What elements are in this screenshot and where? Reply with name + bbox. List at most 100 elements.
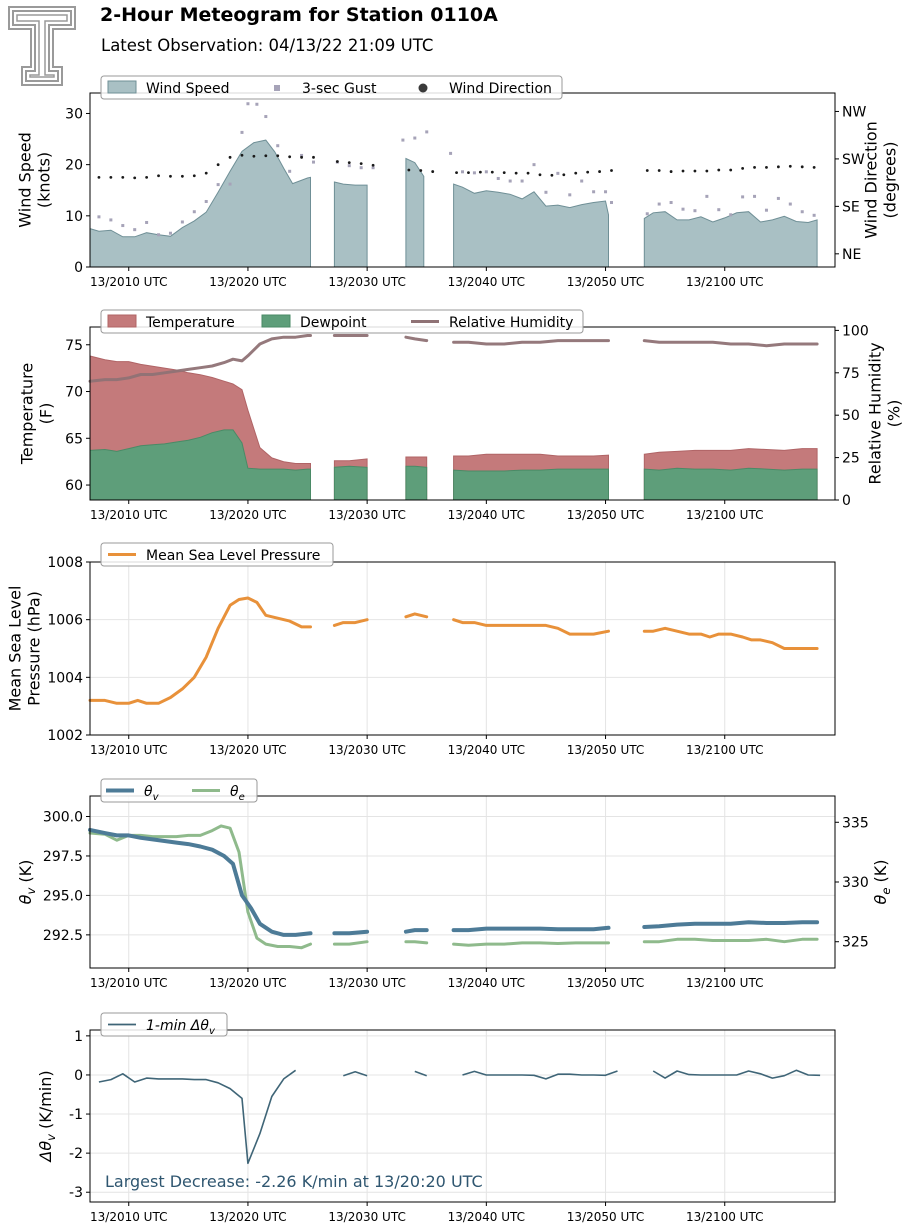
- y-tick-label: 1: [74, 1029, 83, 1045]
- y-tick-label: 65: [65, 431, 83, 447]
- y2-tick-label: SW: [842, 152, 865, 168]
- wind-direction-point: [431, 170, 435, 173]
- y-tick-label: 75: [65, 338, 83, 354]
- theta-v-line: [642, 920, 820, 929]
- gust-point: [812, 213, 816, 217]
- legend-swatch: [274, 85, 280, 91]
- wind-direction-point: [610, 169, 613, 172]
- gust-point: [264, 115, 268, 119]
- gust-point: [717, 208, 721, 212]
- wind-direction-point: [776, 165, 780, 169]
- gust-point: [580, 179, 584, 183]
- wind-direction-point: [300, 155, 303, 159]
- x-tick-label: 13/2030 UTC: [328, 1210, 405, 1224]
- wind-direction-point: [288, 155, 292, 159]
- legend-box: [100, 542, 334, 567]
- x-tick-label: 13/2100 UTC: [686, 743, 763, 757]
- wind-direction-point: [157, 174, 160, 178]
- gust-point: [157, 233, 161, 237]
- x-tick-label: 13/2040 UTC: [448, 275, 525, 289]
- y2-tick-label: 100: [842, 323, 869, 339]
- wind-direction-point: [490, 170, 494, 174]
- pressure-line: [642, 626, 819, 650]
- gust-point: [288, 169, 292, 173]
- y-tick-label: 60: [65, 478, 83, 494]
- wind-direction-point: [228, 155, 232, 159]
- wind-speed-area: [333, 181, 368, 268]
- y-tick-label: -3: [69, 1185, 83, 1201]
- y-tick-label: 20: [65, 158, 83, 174]
- y-tick-label: 292.5: [43, 928, 83, 944]
- relative-humidity-line: [452, 339, 610, 346]
- y2-tick-label: 25: [842, 451, 860, 467]
- wind-direction-point: [407, 168, 411, 172]
- gust-point: [413, 136, 417, 140]
- wind-direction-point: [133, 176, 137, 180]
- wind-speed-area: [89, 139, 311, 268]
- y-axis-label: Δθv (K/min): [36, 1070, 58, 1163]
- gust-point: [681, 207, 685, 211]
- gust-point: [216, 183, 220, 187]
- y2-tick-label: SE: [842, 199, 860, 215]
- wind-direction-point: [371, 163, 375, 167]
- dtheta-line: [462, 1070, 618, 1080]
- gust-point: [776, 196, 780, 200]
- y2-axis-label: θe (K): [871, 860, 893, 905]
- x-tick-label: 13/2020 UTC: [209, 1210, 286, 1224]
- x-tick-label: 13/2020 UTC: [209, 508, 286, 522]
- gust-point: [145, 220, 149, 224]
- wind-direction-point: [359, 162, 363, 166]
- wind-direction-point: [121, 175, 125, 179]
- gust-point: [705, 194, 709, 198]
- y-tick-label: 30: [65, 106, 83, 122]
- x-tick-label: 13/2010 UTC: [90, 508, 167, 522]
- gust-point: [610, 201, 613, 205]
- gust-point: [729, 213, 733, 217]
- x-tick-label: 13/2020 UTC: [209, 976, 286, 990]
- dtheta-line: [343, 1071, 368, 1077]
- dtheta-line: [652, 1069, 821, 1079]
- wind-direction-point: [526, 171, 530, 175]
- gust-point: [741, 195, 745, 199]
- x-tick-label: 13/2050 UTC: [567, 743, 644, 757]
- gust-point: [669, 201, 673, 205]
- latest-observation: Latest Observation: 04/13/22 21:09 UTC: [101, 36, 434, 55]
- x-tick-label: 13/2020 UTC: [209, 275, 286, 289]
- theta-v-line: [451, 925, 611, 933]
- theta-e-line: [452, 941, 610, 947]
- x-tick-label: 13/2010 UTC: [90, 1210, 167, 1224]
- wind-direction-point: [765, 165, 768, 169]
- pressure-line: [404, 612, 429, 619]
- x-tick-label: 13/2010 UTC: [90, 743, 167, 757]
- wind-direction-point: [97, 175, 101, 179]
- theta-v-line: [332, 929, 370, 936]
- wind-direction-point: [669, 170, 673, 173]
- wind-direction-point: [812, 165, 816, 169]
- wind-speed-area: [453, 183, 609, 268]
- gust-point: [556, 171, 560, 175]
- y-tick-label: 1006: [47, 613, 83, 629]
- gust-point: [204, 199, 208, 203]
- wind-speed-area: [643, 211, 818, 268]
- x-tick-label: 13/2100 UTC: [686, 275, 763, 289]
- axes-frame: [89, 795, 836, 969]
- y-tick-label: 0: [74, 1068, 83, 1084]
- y2-tick-label: 330: [842, 875, 869, 891]
- legend-label: Wind Direction: [449, 81, 552, 97]
- wind-direction-point: [538, 173, 542, 177]
- wind-direction-point: [204, 171, 208, 175]
- gust-point: [520, 179, 524, 183]
- legend-swatch: [107, 314, 137, 328]
- y-tick-label: 0: [74, 260, 83, 276]
- gust-point: [401, 138, 405, 142]
- gust-point: [645, 212, 649, 216]
- y-tick-label: 10: [65, 209, 83, 225]
- y-tick-label: 297.5: [43, 849, 83, 865]
- legend-box: [100, 778, 258, 803]
- theta-v-line: [88, 827, 313, 937]
- wind-direction-point: [180, 174, 184, 178]
- relative-humidity-line: [404, 335, 429, 343]
- legend-label: θe: [230, 784, 245, 803]
- wind-direction-point: [240, 153, 244, 157]
- wind-direction-point: [705, 169, 709, 173]
